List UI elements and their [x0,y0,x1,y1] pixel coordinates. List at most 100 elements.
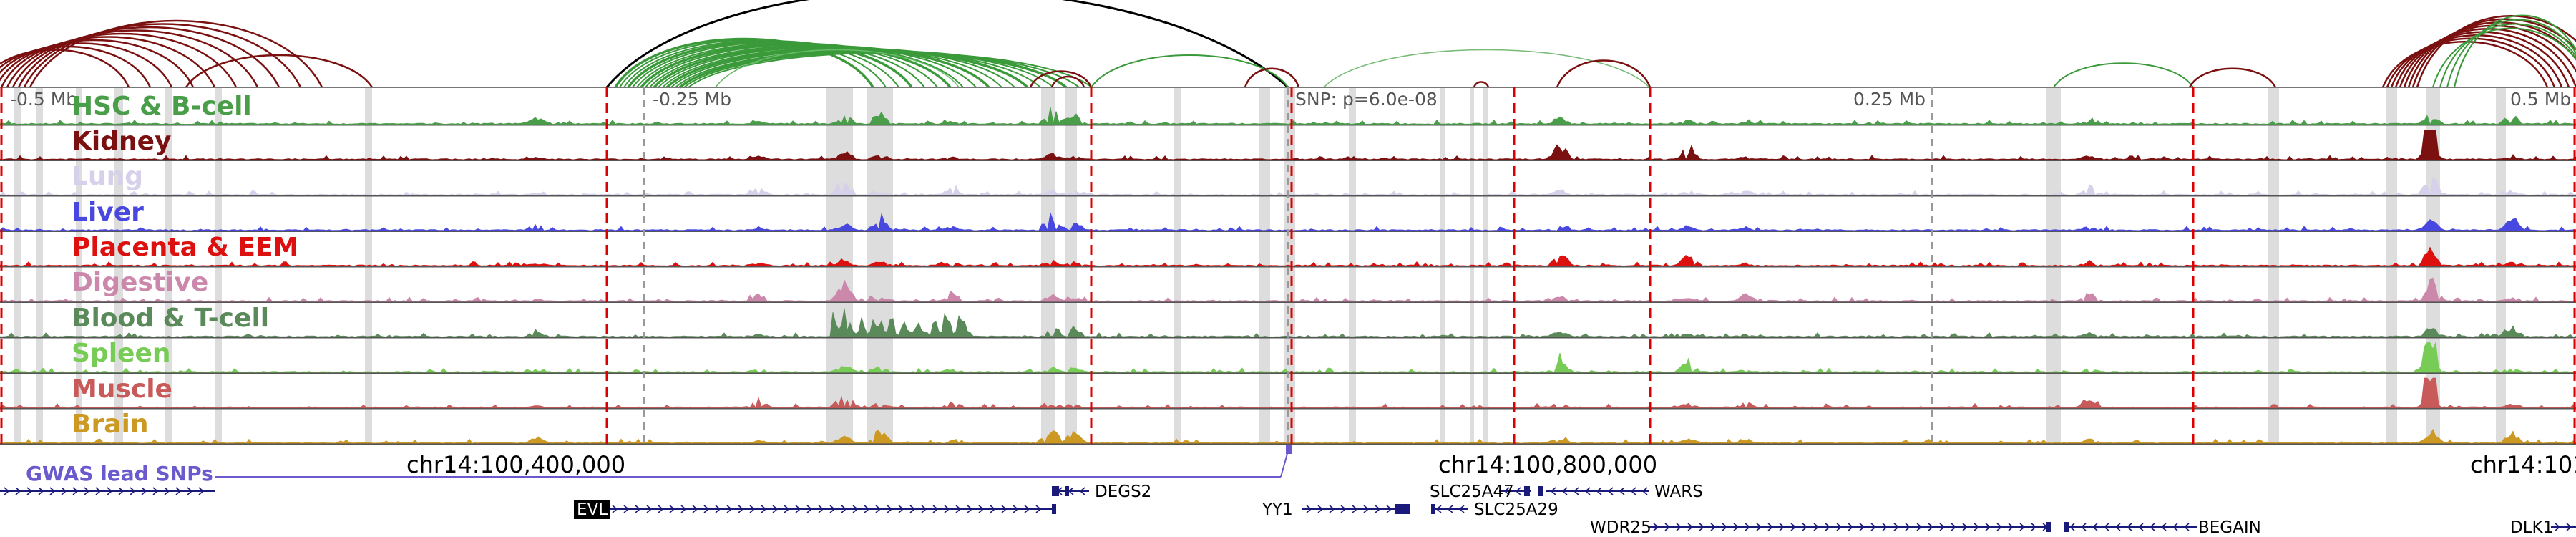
loop-arc-green [1091,54,1289,88]
strand-arrow [1340,505,1347,513]
strand-arrow [1905,523,1911,531]
strand-arrow [1035,505,1042,513]
strand-arrow [1974,523,1980,531]
strand-arrow [726,505,733,513]
strand-arrow [38,487,44,495]
gene-exon [2064,522,2069,532]
strand-arrow [1435,505,1442,513]
strand-arrow [1607,487,1614,495]
strand-arrow [175,487,182,495]
strand-arrow [84,487,90,495]
strand-arrow [1352,505,1358,513]
gene-label-yy1: YY1 [1262,500,1293,519]
gene-label-slc25a29: SLC25A29 [1474,500,1558,519]
ruler-label-plus-0-5mb: 0.5 Mb [2510,89,2572,110]
gene-exon [1052,486,1059,496]
loop-arc-dark [1050,75,1085,88]
dashed-marker-lines [0,87,2576,445]
gwas-connector-line [1280,450,1289,478]
track-label-spleen: Spleen [72,339,171,368]
track-label-hsc-b-cell: HSC & B-cell [72,92,252,121]
coordinate-label-center: chr14:100,800,000 [1438,451,1658,478]
signal-area [0,211,2576,231]
strand-arrow [1619,487,1625,495]
ruler-label-plus-0-25mb: 0.25 Mb [1853,89,1926,110]
strand-arrow [107,487,113,495]
strand-arrow [1996,523,2003,531]
strand-arrow [990,505,996,513]
strand-arrow [2183,523,2190,531]
strand-arrow [1951,523,1957,531]
gene-label-dlk1: DLK1 [2510,518,2554,537]
strand-arrow [1985,523,1991,531]
loop-arc-dark [0,42,173,88]
strand-arrow [2172,523,2178,531]
strand-arrow [1893,523,1900,531]
strand-arrow [1767,523,1774,531]
strand-arrow [692,505,698,513]
coordinate-label-right: chr14:101 [2470,451,2576,478]
strand-arrow [715,505,721,513]
strand-arrow [623,505,630,513]
strand-arrow [1561,487,1568,495]
chromatin-loop-arcs [0,0,2576,89]
signal-track-4 [0,246,2576,268]
loop-arc-green [619,39,887,88]
gene-label-begain: BEGAIN [2198,518,2261,537]
signal-track-1 [0,130,2576,161]
strand-arrow [1962,523,1968,531]
loop-arc-dark [2411,18,2576,88]
strand-arrow [795,505,801,513]
strand-arrow [1013,505,1019,513]
strand-arrow [749,505,756,513]
loop-arc-green [683,51,1080,88]
strand-arrow [1779,523,1785,531]
loop-arc-dark [1029,70,1093,88]
track-label-digestive: Digestive [72,268,209,297]
loop-arc-green [2439,23,2576,88]
ruler-label-snp: SNP: p=6.0e-08 [1295,89,1438,110]
strand-arrow [1733,523,1740,531]
strand-arrow [921,505,927,513]
strand-arrow [1550,487,1556,495]
strand-arrow [898,505,904,513]
signal-area [0,377,2576,409]
gene-label-wars: WARS [1654,483,1703,501]
track-label-lung: Lung [72,162,143,191]
strand-arrow [1653,523,1659,531]
gene-exon [1395,504,1410,514]
strand-arrow [2555,523,2561,531]
gene-track-yy1 [1302,505,1410,513]
gene-exon [1065,486,1069,496]
strand-arrow [761,505,767,513]
strand-arrow [932,505,939,513]
strand-arrow [784,505,790,513]
loop-arc-green [715,49,960,88]
strand-arrow [2103,523,2109,531]
gene-label-degs2: DEGS2 [1095,483,1152,501]
strand-arrow [829,505,836,513]
strand-arrow [2126,523,2132,531]
strand-arrow [955,505,962,513]
strand-arrow [1756,523,1762,531]
strand-arrow [1317,505,1324,513]
strand-arrow [2149,523,2155,531]
strand-arrow [1802,523,1808,531]
strand-arrow [1859,523,1865,531]
strand-arrow [72,487,79,495]
strand-arrow [806,505,813,513]
strand-arrow [141,487,147,495]
strand-arrow [658,505,664,513]
strand-arrow [2160,523,2167,531]
strand-arrow [2114,523,2121,531]
loop-arc-green [640,42,952,89]
strand-arrow [2080,523,2087,531]
gene-exon [2046,522,2051,532]
strand-arrow [1515,487,1521,495]
gene-track-evl [608,505,1052,513]
strand-arrow [841,505,847,513]
strand-arrow [646,505,653,513]
strand-arrow [2566,523,2572,531]
strand-arrow [198,487,205,495]
strand-arrow [1664,523,1671,531]
